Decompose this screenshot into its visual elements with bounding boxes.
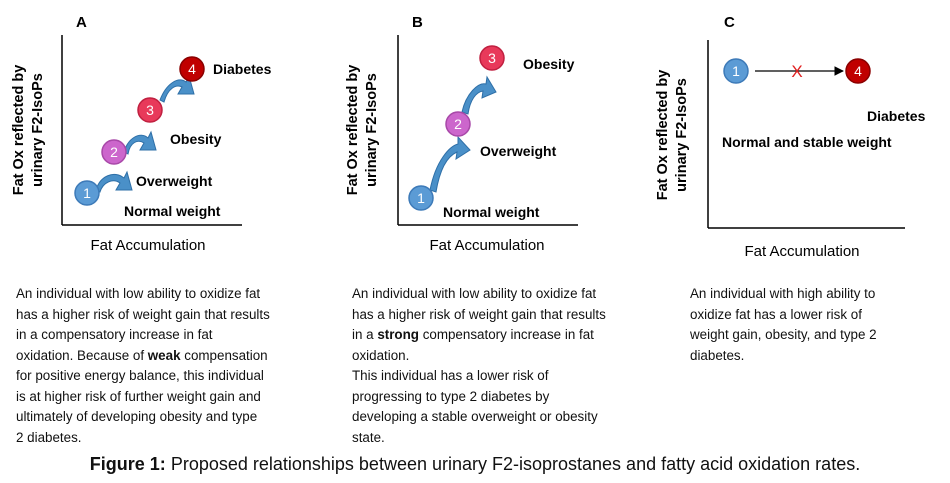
panel-b-arrow-1-2 — [429, 135, 471, 193]
panel-a-node-1-num: 1 — [83, 185, 91, 201]
caption-label: Figure 1: — [89, 454, 166, 474]
panel-b-y-label-line2: urinary F2-IsoPs — [364, 73, 380, 187]
desc-line: in a strong compensatory increase in fat — [352, 327, 594, 342]
desc-line: ultimately of developing obesity and typ… — [16, 409, 258, 424]
desc-line: in a compensatory increase in fat — [16, 327, 213, 342]
desc-line: for positive energy balance, this indivi… — [16, 368, 264, 383]
panel-c-label-normal-stable: Normal and stable weight — [722, 134, 892, 150]
panel-c-node-1 — [723, 58, 749, 84]
panel-b-node-1 — [408, 185, 434, 211]
panel-a-node-4 — [179, 56, 205, 82]
desc-line: progressing to type 2 diabetes by — [352, 388, 550, 404]
panel-b-label-obesity: Obesity — [523, 56, 575, 72]
panel-a-node-1 — [74, 180, 100, 206]
panel-b-label-normal-weight: Normal weight — [443, 204, 540, 220]
desc-line: weight gain, obesity, and type 2 — [690, 327, 877, 342]
panel-a-y-label-line1: Fat Ox reflected by — [11, 65, 27, 196]
figure-caption: Figure 1: Proposed relationships between… — [0, 454, 950, 475]
desc-line: This individual has a lower risk of — [352, 368, 549, 383]
panel-b-description: An individual with low ability to oxidiz… — [352, 284, 606, 448]
panel-c-description: An individual with high ability to oxidi… — [690, 284, 877, 366]
panel-b-arrow-2-3 — [461, 75, 497, 115]
panel-b-letter: B — [412, 14, 423, 31]
panel-b-node-3-num: 3 — [488, 50, 496, 66]
desc-line: oxidation. Because of weak compensation — [16, 347, 268, 363]
panel-c: C Fat Ox reflected by urinary F2-IsoPs F… — [655, 14, 926, 260]
panel-c-label-diabetes: Diabetes — [867, 108, 926, 124]
panel-c-node-4 — [845, 58, 871, 84]
panel-a: A Fat Ox reflected by urinary F2-IsoPs F… — [11, 14, 272, 254]
panel-b-node-2 — [445, 111, 471, 137]
panel-a-arrow-1-2 — [95, 170, 133, 193]
panel-a-arrow-2-3 — [123, 130, 157, 155]
panel-a-x-label: Fat Accumulation — [90, 237, 205, 254]
desc-line: is at higher risk of further weight gain… — [16, 388, 261, 404]
panel-b: B Fat Ox reflected by urinary F2-IsoPs F… — [345, 14, 578, 254]
panel-b-node-3 — [479, 45, 505, 71]
desc-line: 2 diabetes. — [16, 429, 82, 445]
panel-c-node-1-num: 1 — [732, 63, 740, 79]
panel-c-letter: C — [724, 14, 735, 31]
desc-line: An individual with low ability to oxidiz… — [352, 286, 597, 301]
panel-a-arrow-3-4 — [159, 74, 195, 103]
panel-a-letter: A — [76, 14, 87, 31]
emphasis-strong: strong — [377, 327, 419, 342]
panel-a-description: An individual with low ability to oxidiz… — [16, 284, 270, 448]
panel-c-blocked-x: X — [791, 62, 802, 81]
desc-line: state. — [352, 429, 385, 445]
panel-a-y-label-line2: urinary F2-IsoPs — [30, 73, 46, 187]
caption-text: Proposed relationships between urinary F… — [165, 454, 861, 474]
desc-line: An individual with high ability to — [690, 286, 876, 301]
panel-b-y-label-line1: Fat Ox reflected by — [345, 65, 361, 196]
panel-a-label-normal-weight: Normal weight — [124, 203, 221, 219]
panel-a-label-obesity: Obesity — [170, 131, 222, 147]
panel-c-x-label: Fat Accumulation — [744, 243, 859, 260]
panel-b-node-2-num: 2 — [454, 116, 462, 132]
panel-b-label-overweight: Overweight — [480, 143, 557, 159]
panel-a-node-3 — [137, 97, 163, 123]
panel-a-label-diabetes: Diabetes — [213, 61, 272, 77]
desc-line: oxidize fat has a lower risk of — [690, 306, 862, 322]
panel-b-x-label: Fat Accumulation — [429, 237, 544, 254]
panel-b-node-1-num: 1 — [417, 190, 425, 206]
panel-a-node-3-num: 3 — [146, 102, 154, 118]
panel-c-node-4-num: 4 — [854, 63, 862, 79]
panel-a-node-2-num: 2 — [110, 144, 118, 160]
panel-a-node-4-num: 4 — [188, 61, 196, 77]
panel-a-node-2 — [101, 139, 127, 165]
desc-line: has a higher risk of weight gain that re… — [352, 306, 606, 322]
desc-line: diabetes. — [690, 347, 745, 363]
desc-line: oxidation. — [352, 347, 410, 363]
panel-c-y-label-line2: urinary F2-IsoPs — [674, 78, 690, 192]
desc-line: has a higher risk of weight gain that re… — [16, 306, 270, 322]
desc-line: developing a stable overweight or obesit… — [352, 409, 598, 424]
desc-line: An individual with low ability to oxidiz… — [16, 286, 261, 301]
emphasis-weak: weak — [147, 347, 181, 363]
panel-c-y-label-line1: Fat Ox reflected by — [655, 70, 671, 201]
panel-a-label-overweight: Overweight — [136, 173, 213, 189]
